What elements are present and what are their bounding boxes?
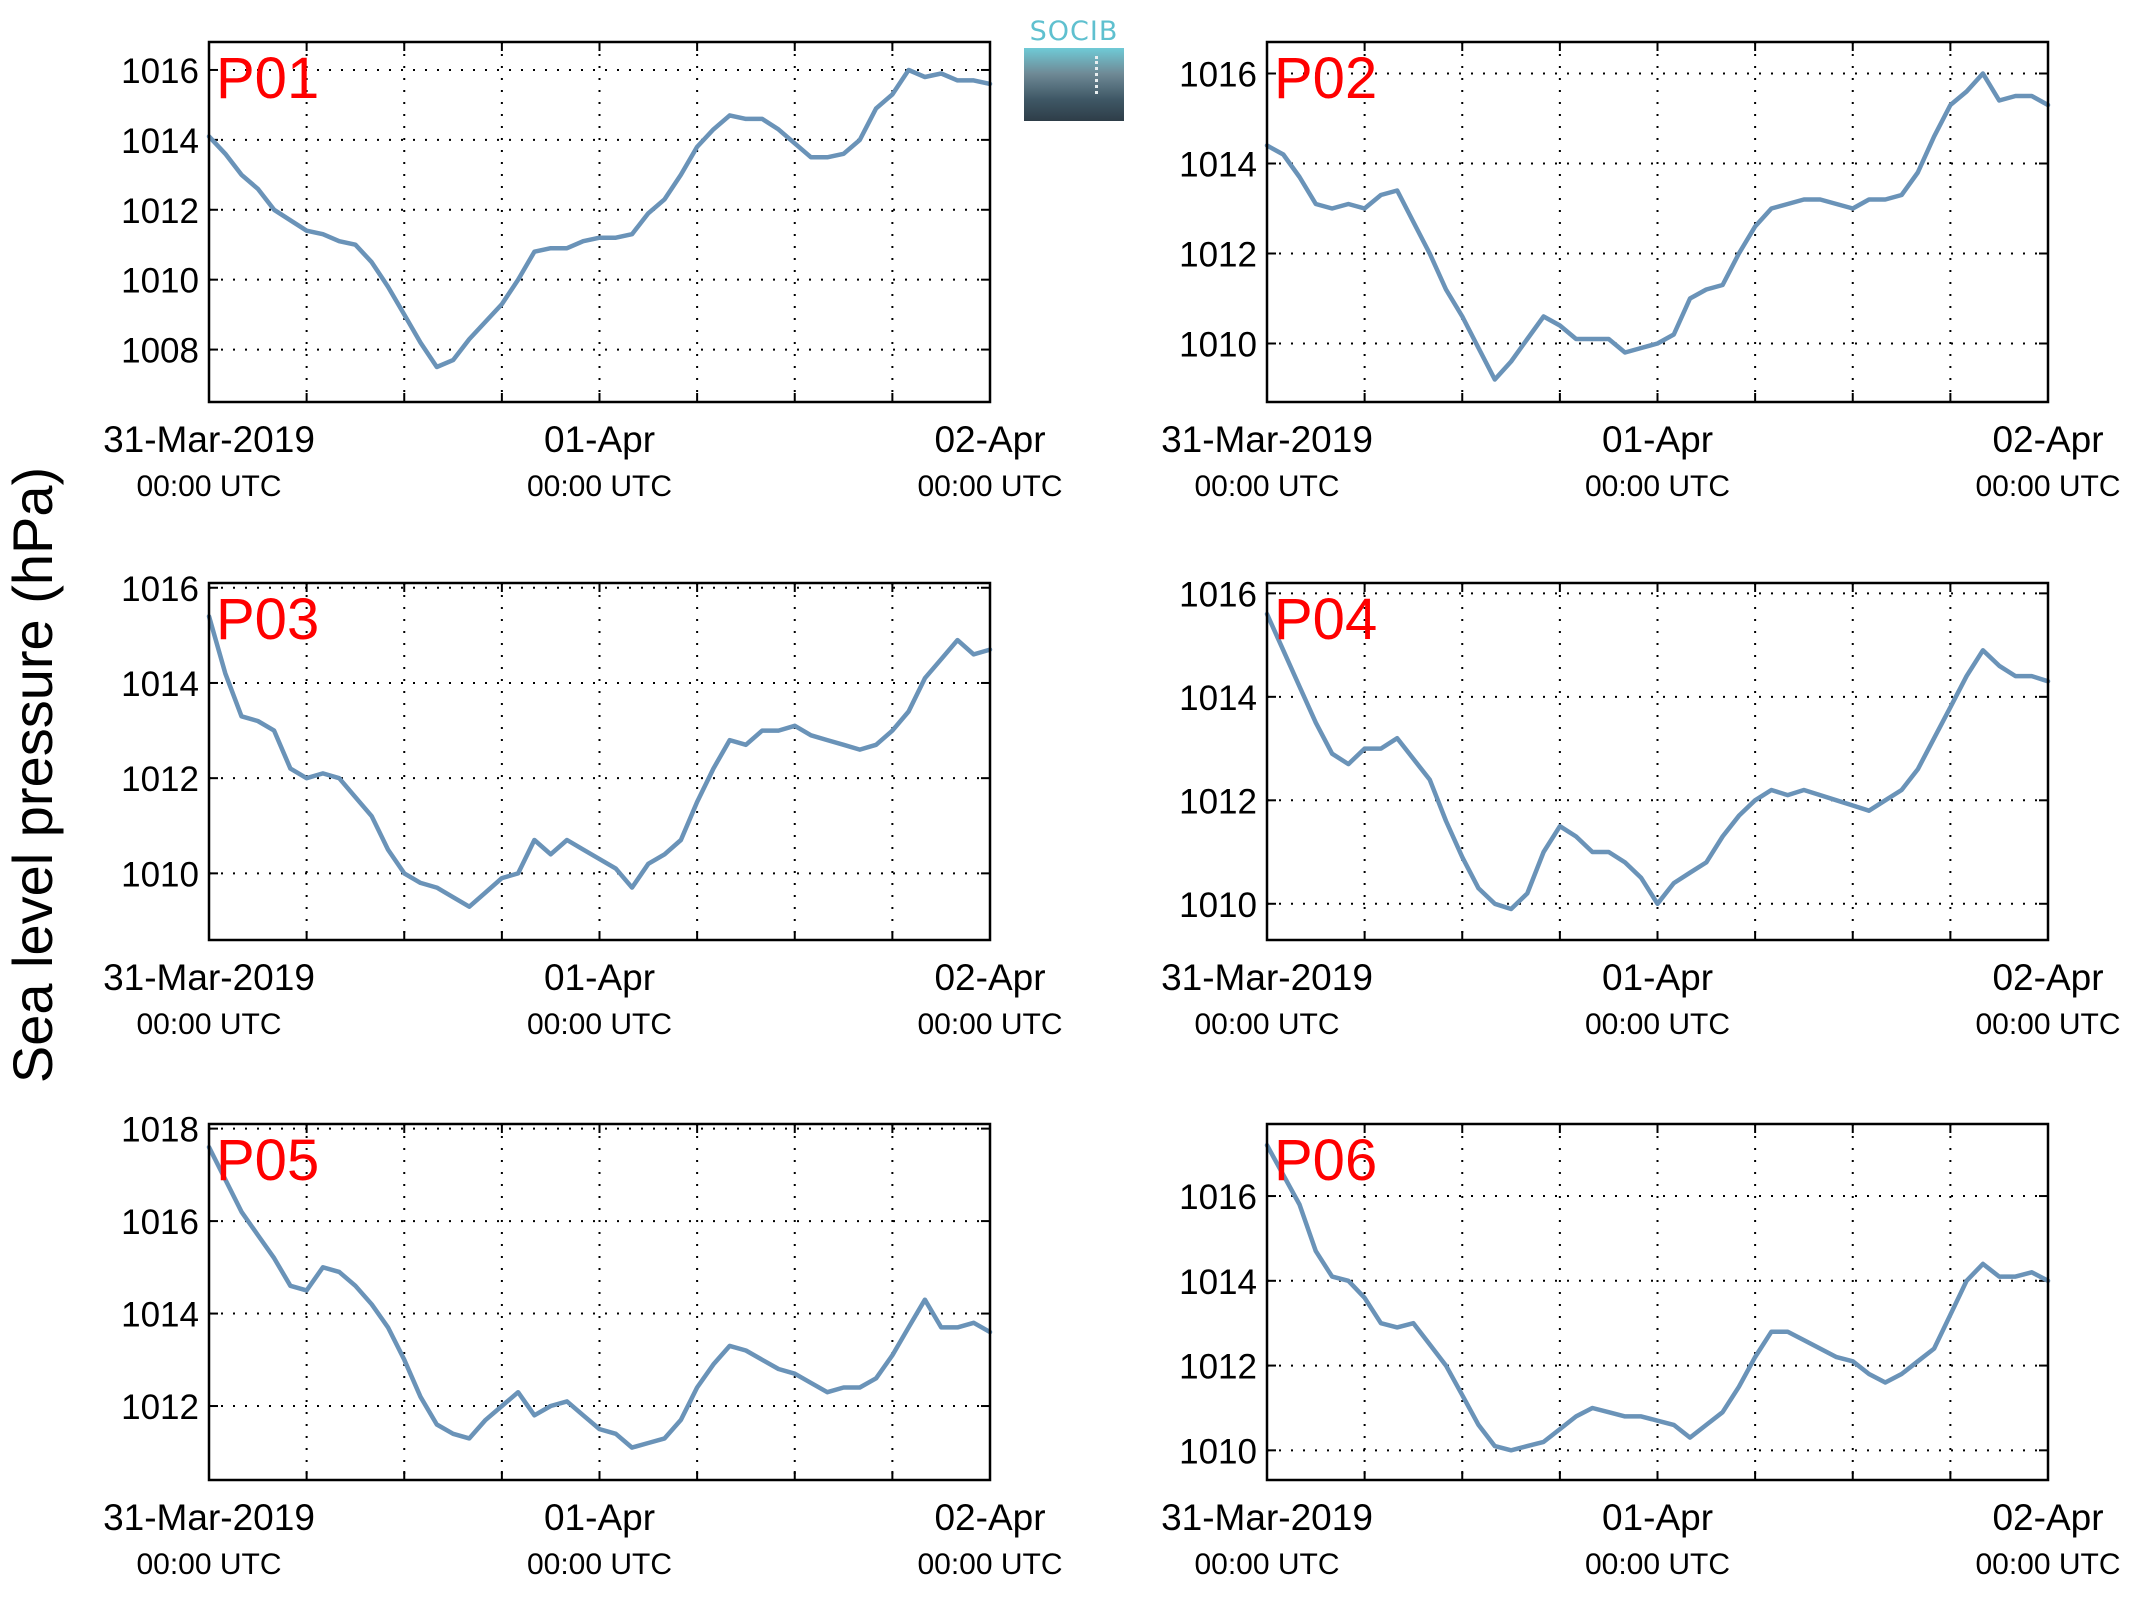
y-tick-label: 1016 [121, 1203, 199, 1242]
y-tick-label: 1016 [121, 52, 199, 91]
x-tick-sublabel: 00:00 UTC [917, 1548, 1062, 1581]
x-tick-label: 01-Apr [544, 419, 655, 460]
panel-label: P06 [1274, 1128, 1377, 1193]
logo-buoy-icon [1095, 56, 1098, 94]
y-tick-label: 1010 [1179, 326, 1257, 365]
y-tick-label: 1014 [121, 122, 199, 161]
y-axis-label: Sea level pressure (hPa) [1, 467, 64, 1083]
x-tick-sublabel: 00:00 UTC [917, 470, 1062, 503]
y-tick-label: 1016 [1179, 575, 1257, 614]
y-tick-label: 1016 [1179, 1178, 1257, 1217]
x-tick-label: 02-Apr [934, 1497, 1045, 1538]
x-tick-label: 31-Mar-2019 [103, 957, 315, 998]
series-line [206, 614, 993, 909]
x-tick-label: 31-Mar-2019 [1161, 419, 1373, 460]
logo-text: SOCIB [1029, 16, 1119, 47]
x-tick-sublabel: 00:00 UTC [1194, 470, 1339, 503]
y-tick-label: 1014 [1179, 146, 1257, 185]
chart-panel-p03: 1010 1012 1014 1016 31-Mar-2019 00:00 UTC 01-A… [103, 570, 1062, 1041]
series-line [206, 1144, 993, 1450]
y-tick-label: 1014 [121, 1296, 199, 1335]
axes-box [207, 40, 992, 404]
y-tick-label: 1010 [1179, 886, 1257, 925]
socib-logo: SOCIB [1024, 16, 1124, 121]
y-tick-label: 1010 [1179, 1432, 1257, 1471]
chart-panel-p04: 1010 1012 1014 1016 31-Mar-2019 00:00 UTC 01-A… [1161, 575, 2120, 1041]
x-tick-sublabel: 00:00 UTC [1975, 1548, 2120, 1581]
y-tick-label: 1014 [1179, 679, 1257, 718]
panel-label: P02 [1274, 46, 1377, 111]
panel-label: P01 [216, 46, 319, 111]
y-tick-label: 1012 [1179, 782, 1257, 821]
x-tick-sublabel: 00:00 UTC [1194, 1548, 1339, 1581]
y-tick-label: 1008 [121, 332, 199, 371]
y-tick-label: 1012 [1179, 236, 1257, 275]
panel-label: P05 [216, 1128, 319, 1193]
x-tick-sublabel: 00:00 UTC [917, 1008, 1062, 1041]
x-tick-sublabel: 00:00 UTC [136, 1008, 281, 1041]
x-tick-label: 31-Mar-2019 [103, 419, 315, 460]
x-tick-label: 02-Apr [1992, 1497, 2103, 1538]
y-tick-label: 1010 [121, 855, 199, 894]
x-tick-sublabel: 00:00 UTC [1585, 470, 1730, 503]
x-tick-label: 31-Mar-2019 [1161, 957, 1373, 998]
x-tick-label: 31-Mar-2019 [1161, 1497, 1373, 1538]
x-tick-sublabel: 00:00 UTC [1585, 1548, 1730, 1581]
axes-box [1265, 581, 2050, 942]
chart-panel-p01: 1008 1010 1012 1014 1016 31-Mar-2019 00:00 UTC… [103, 40, 1063, 503]
chart-panel-p02: 1010 1012 1014 1016 31-Mar-2019 00:00 UTC 01-A… [1161, 40, 2121, 503]
x-tick-label: 01-Apr [544, 1497, 655, 1538]
panel-label: P03 [216, 587, 319, 652]
x-tick-label: 01-Apr [1602, 957, 1713, 998]
logo-graphic [1024, 48, 1124, 121]
x-tick-sublabel: 00:00 UTC [1194, 1008, 1339, 1041]
x-tick-label: 02-Apr [934, 957, 1045, 998]
y-tick-label: 1010 [121, 262, 199, 301]
y-tick-label: 1016 [1179, 56, 1257, 95]
x-tick-sublabel: 00:00 UTC [1975, 1008, 2120, 1041]
y-tick-label: 1012 [121, 192, 199, 231]
axes-box [1265, 1122, 2050, 1482]
chart-panel-p06: 1010 1012 1014 1016 31-Mar-2019 00:00 UTC 01-A… [1161, 1122, 2121, 1581]
x-tick-sublabel: 00:00 UTC [1975, 470, 2120, 503]
x-tick-sublabel: 00:00 UTC [136, 470, 281, 503]
y-tick-label: 1012 [1179, 1348, 1257, 1387]
x-tick-sublabel: 00:00 UTC [1585, 1008, 1730, 1041]
x-tick-sublabel: 00:00 UTC [527, 1548, 672, 1581]
x-tick-label: 02-Apr [1992, 419, 2103, 460]
chart-panel-p05: 1012 1014 1016 1018 31-Mar-2019 00:00 UTC 01-A… [103, 1111, 1062, 1581]
y-tick-label: 1012 [121, 760, 199, 799]
y-tick-label: 1018 [121, 1111, 199, 1150]
x-tick-label: 02-Apr [1992, 957, 2103, 998]
y-tick-label: 1014 [1179, 1263, 1257, 1302]
series-line [1264, 611, 2051, 912]
series-line [206, 67, 993, 370]
axes-box [207, 1122, 992, 1482]
x-tick-sublabel: 00:00 UTC [136, 1548, 281, 1581]
x-tick-label: 31-Mar-2019 [103, 1497, 315, 1538]
axes-box [207, 581, 992, 942]
y-tick-label: 1014 [121, 665, 199, 704]
series-line [1264, 1142, 2051, 1453]
x-tick-sublabel: 00:00 UTC [527, 1008, 672, 1041]
x-tick-label: 01-Apr [544, 957, 655, 998]
x-tick-label: 02-Apr [934, 419, 1045, 460]
y-tick-label: 1012 [121, 1388, 199, 1427]
x-tick-sublabel: 00:00 UTC [527, 470, 672, 503]
panel-label: P04 [1274, 587, 1377, 652]
x-tick-label: 01-Apr [1602, 1497, 1713, 1538]
y-tick-label: 1016 [121, 570, 199, 609]
axes-box [1265, 40, 2050, 404]
series-line [1264, 71, 2051, 382]
x-tick-label: 01-Apr [1602, 419, 1713, 460]
